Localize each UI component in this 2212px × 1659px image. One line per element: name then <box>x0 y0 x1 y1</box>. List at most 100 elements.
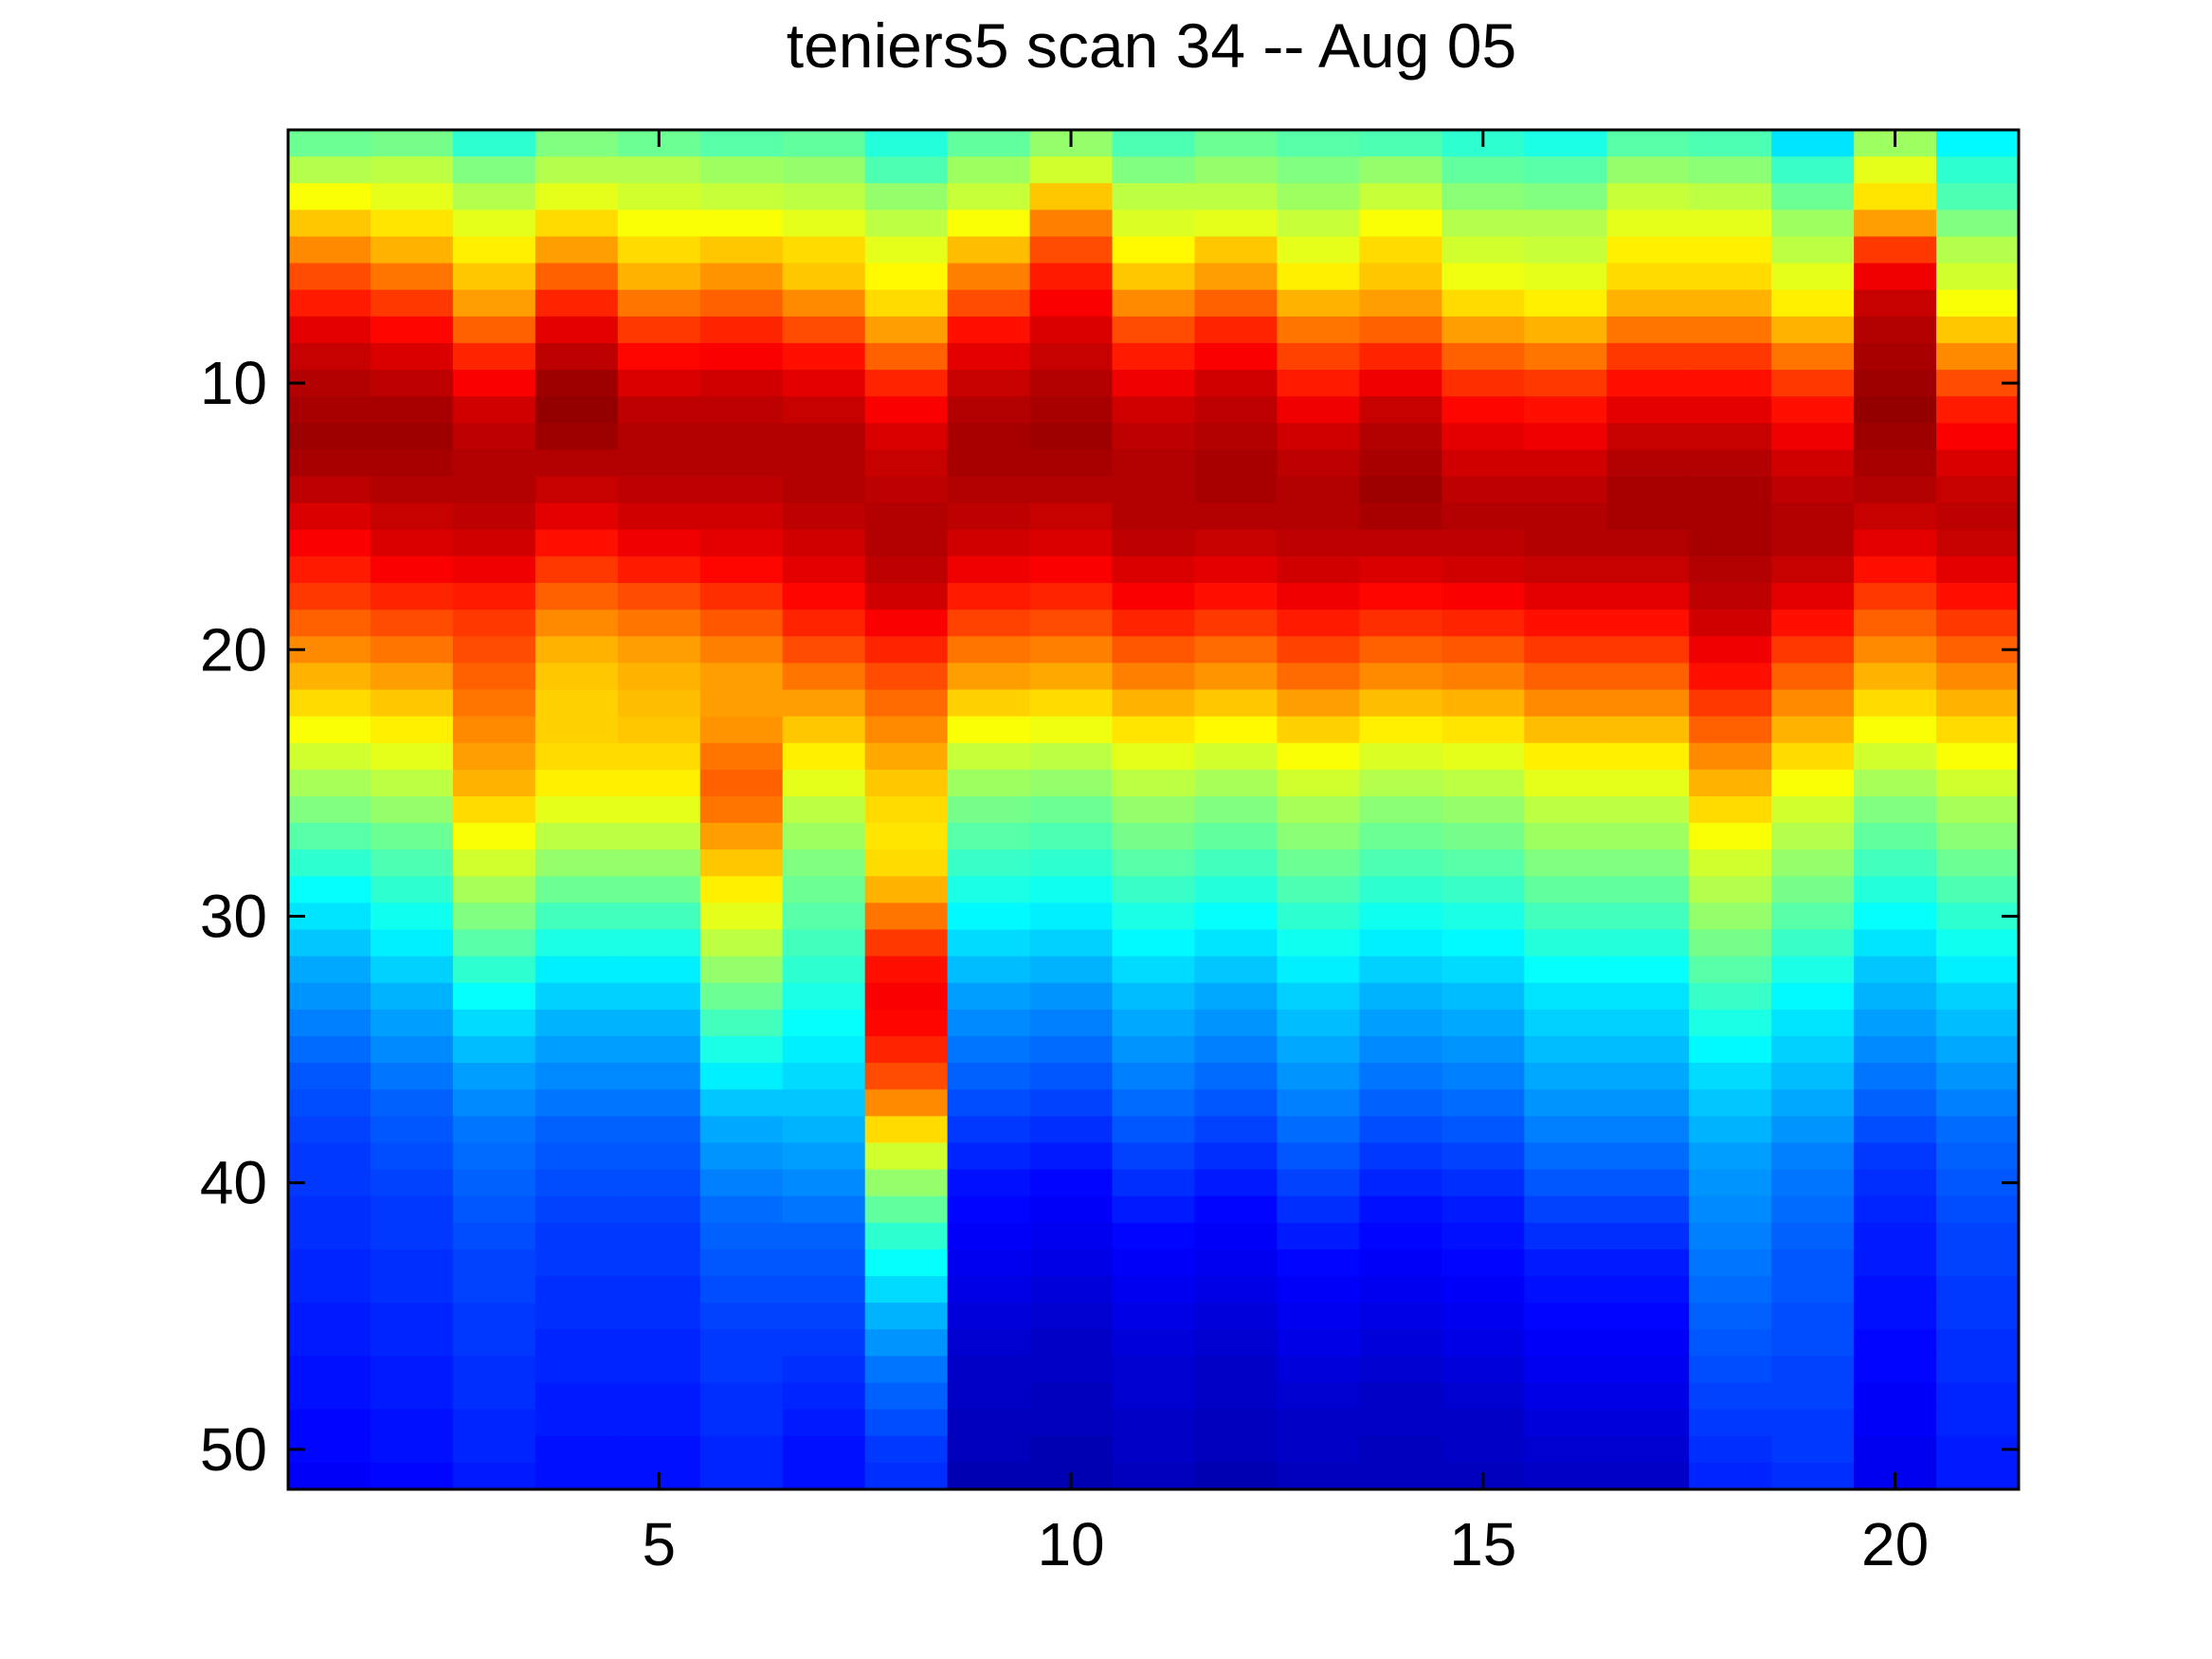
heatmap-cell <box>782 130 866 157</box>
heatmap-cell <box>1441 716 1525 744</box>
heatmap-cell <box>1441 210 1525 238</box>
heatmap-cell <box>452 1249 536 1277</box>
heatmap-cell <box>864 529 949 557</box>
heatmap-cell <box>1441 342 1525 371</box>
heatmap-cell <box>535 1303 619 1330</box>
heatmap-cell <box>1029 849 1114 877</box>
heatmap-cell <box>864 1276 949 1304</box>
heatmap-cell <box>370 1222 454 1250</box>
heatmap-cell <box>617 1169 701 1197</box>
heatmap-cell <box>1854 1356 1937 1384</box>
heatmap-cell <box>864 823 949 850</box>
heatmap-cell <box>370 823 454 850</box>
heatmap-cell <box>617 1329 701 1358</box>
heatmap-cell <box>617 502 701 531</box>
heatmap-cell <box>617 1276 701 1304</box>
heatmap-cell <box>535 342 619 371</box>
heatmap-cell <box>370 210 454 238</box>
heatmap-cell <box>782 423 866 451</box>
heatmap-cell <box>1112 1249 1196 1277</box>
heatmap-cell <box>288 823 372 850</box>
heatmap-cell <box>452 130 536 157</box>
heatmap-cell <box>1936 769 2020 797</box>
heatmap-cell <box>1771 556 1855 584</box>
heatmap-cell <box>1689 423 1772 451</box>
heatmap-cell <box>864 130 949 157</box>
heatmap-cell <box>782 982 866 1011</box>
heatmap-cell <box>947 1195 1031 1224</box>
heatmap-cell <box>452 1009 536 1037</box>
x-tick-label: 10 <box>1037 1510 1104 1578</box>
heatmap-cell <box>1606 849 1690 877</box>
heatmap-cell <box>370 636 454 664</box>
heatmap-cell <box>1606 610 1690 637</box>
heatmap-cell <box>699 849 784 877</box>
heatmap-cell <box>782 769 866 797</box>
heatmap-cell <box>1771 449 1855 478</box>
heatmap-cell <box>1029 316 1114 344</box>
heatmap-cell <box>782 1356 866 1384</box>
heatmap-cell <box>1112 795 1196 824</box>
heatmap-cell <box>1771 423 1855 451</box>
heatmap-cell <box>288 1329 372 1358</box>
heatmap-cell <box>1689 156 1772 184</box>
heatmap-cell <box>1606 449 1690 478</box>
heatmap-cell <box>1029 1329 1114 1358</box>
heatmap-cell <box>1524 1276 1607 1304</box>
heatmap-cell <box>1606 1382 1690 1411</box>
heatmap-cell <box>535 742 619 771</box>
heatmap-cell <box>782 316 866 344</box>
heatmap-cell <box>1771 636 1855 664</box>
heatmap-cell <box>617 316 701 344</box>
heatmap-cell <box>1277 1303 1360 1330</box>
heatmap-cell <box>1441 1303 1525 1330</box>
heatmap-cell <box>947 210 1031 238</box>
heatmap-cell <box>1112 823 1196 850</box>
heatmap-cell <box>1277 556 1360 584</box>
heatmap-cell <box>782 1142 866 1171</box>
heatmap-cell <box>1194 1169 1278 1197</box>
heatmap-cell <box>1441 1409 1525 1437</box>
heatmap-cell <box>617 716 701 744</box>
heatmap-cell <box>1029 1009 1114 1037</box>
heatmap-cell <box>947 1249 1031 1277</box>
heatmap-cell <box>782 183 866 210</box>
heatmap-cell <box>1359 1249 1442 1277</box>
heatmap-cell <box>1359 876 1442 904</box>
heatmap-cell <box>1277 1435 1360 1464</box>
heatmap-cell <box>699 636 784 664</box>
heatmap-cell <box>617 396 701 424</box>
heatmap-cell <box>452 156 536 184</box>
heatmap-cell <box>1936 263 2020 291</box>
heatmap-cell <box>1854 1249 1937 1277</box>
heatmap-cell <box>1606 1036 1690 1064</box>
heatmap-cell <box>452 1462 536 1490</box>
heatmap-cell <box>1194 396 1278 424</box>
heatmap-cell <box>1112 130 1196 157</box>
heatmap-cell <box>1524 316 1607 344</box>
heatmap-cell <box>699 663 784 691</box>
heatmap-cell <box>1771 1329 1855 1358</box>
heatmap-cell <box>1771 716 1855 744</box>
heatmap-cell <box>1029 823 1114 850</box>
heatmap-cell <box>947 610 1031 637</box>
heatmap-cell <box>1771 130 1855 157</box>
heatmap-cell <box>370 876 454 904</box>
heatmap-cell <box>452 1142 536 1171</box>
heatmap-cell <box>1689 689 1772 718</box>
heatmap-cell <box>1441 1116 1525 1144</box>
heatmap-cell <box>370 849 454 877</box>
heatmap-cell <box>947 370 1031 397</box>
heatmap-cell <box>1441 1169 1525 1197</box>
heatmap-cell <box>1854 610 1937 637</box>
heatmap-cell <box>782 449 866 478</box>
heatmap-cell <box>370 183 454 210</box>
heatmap-cell <box>1359 1116 1442 1144</box>
heatmap-cell <box>1277 823 1360 850</box>
heatmap-cell <box>1606 1409 1690 1437</box>
heatmap-cell <box>1854 183 1937 210</box>
heatmap-cell <box>617 1063 701 1090</box>
heatmap-cell <box>699 1169 784 1197</box>
heatmap-cell <box>947 1382 1031 1411</box>
heatmap-cell <box>288 1036 372 1064</box>
